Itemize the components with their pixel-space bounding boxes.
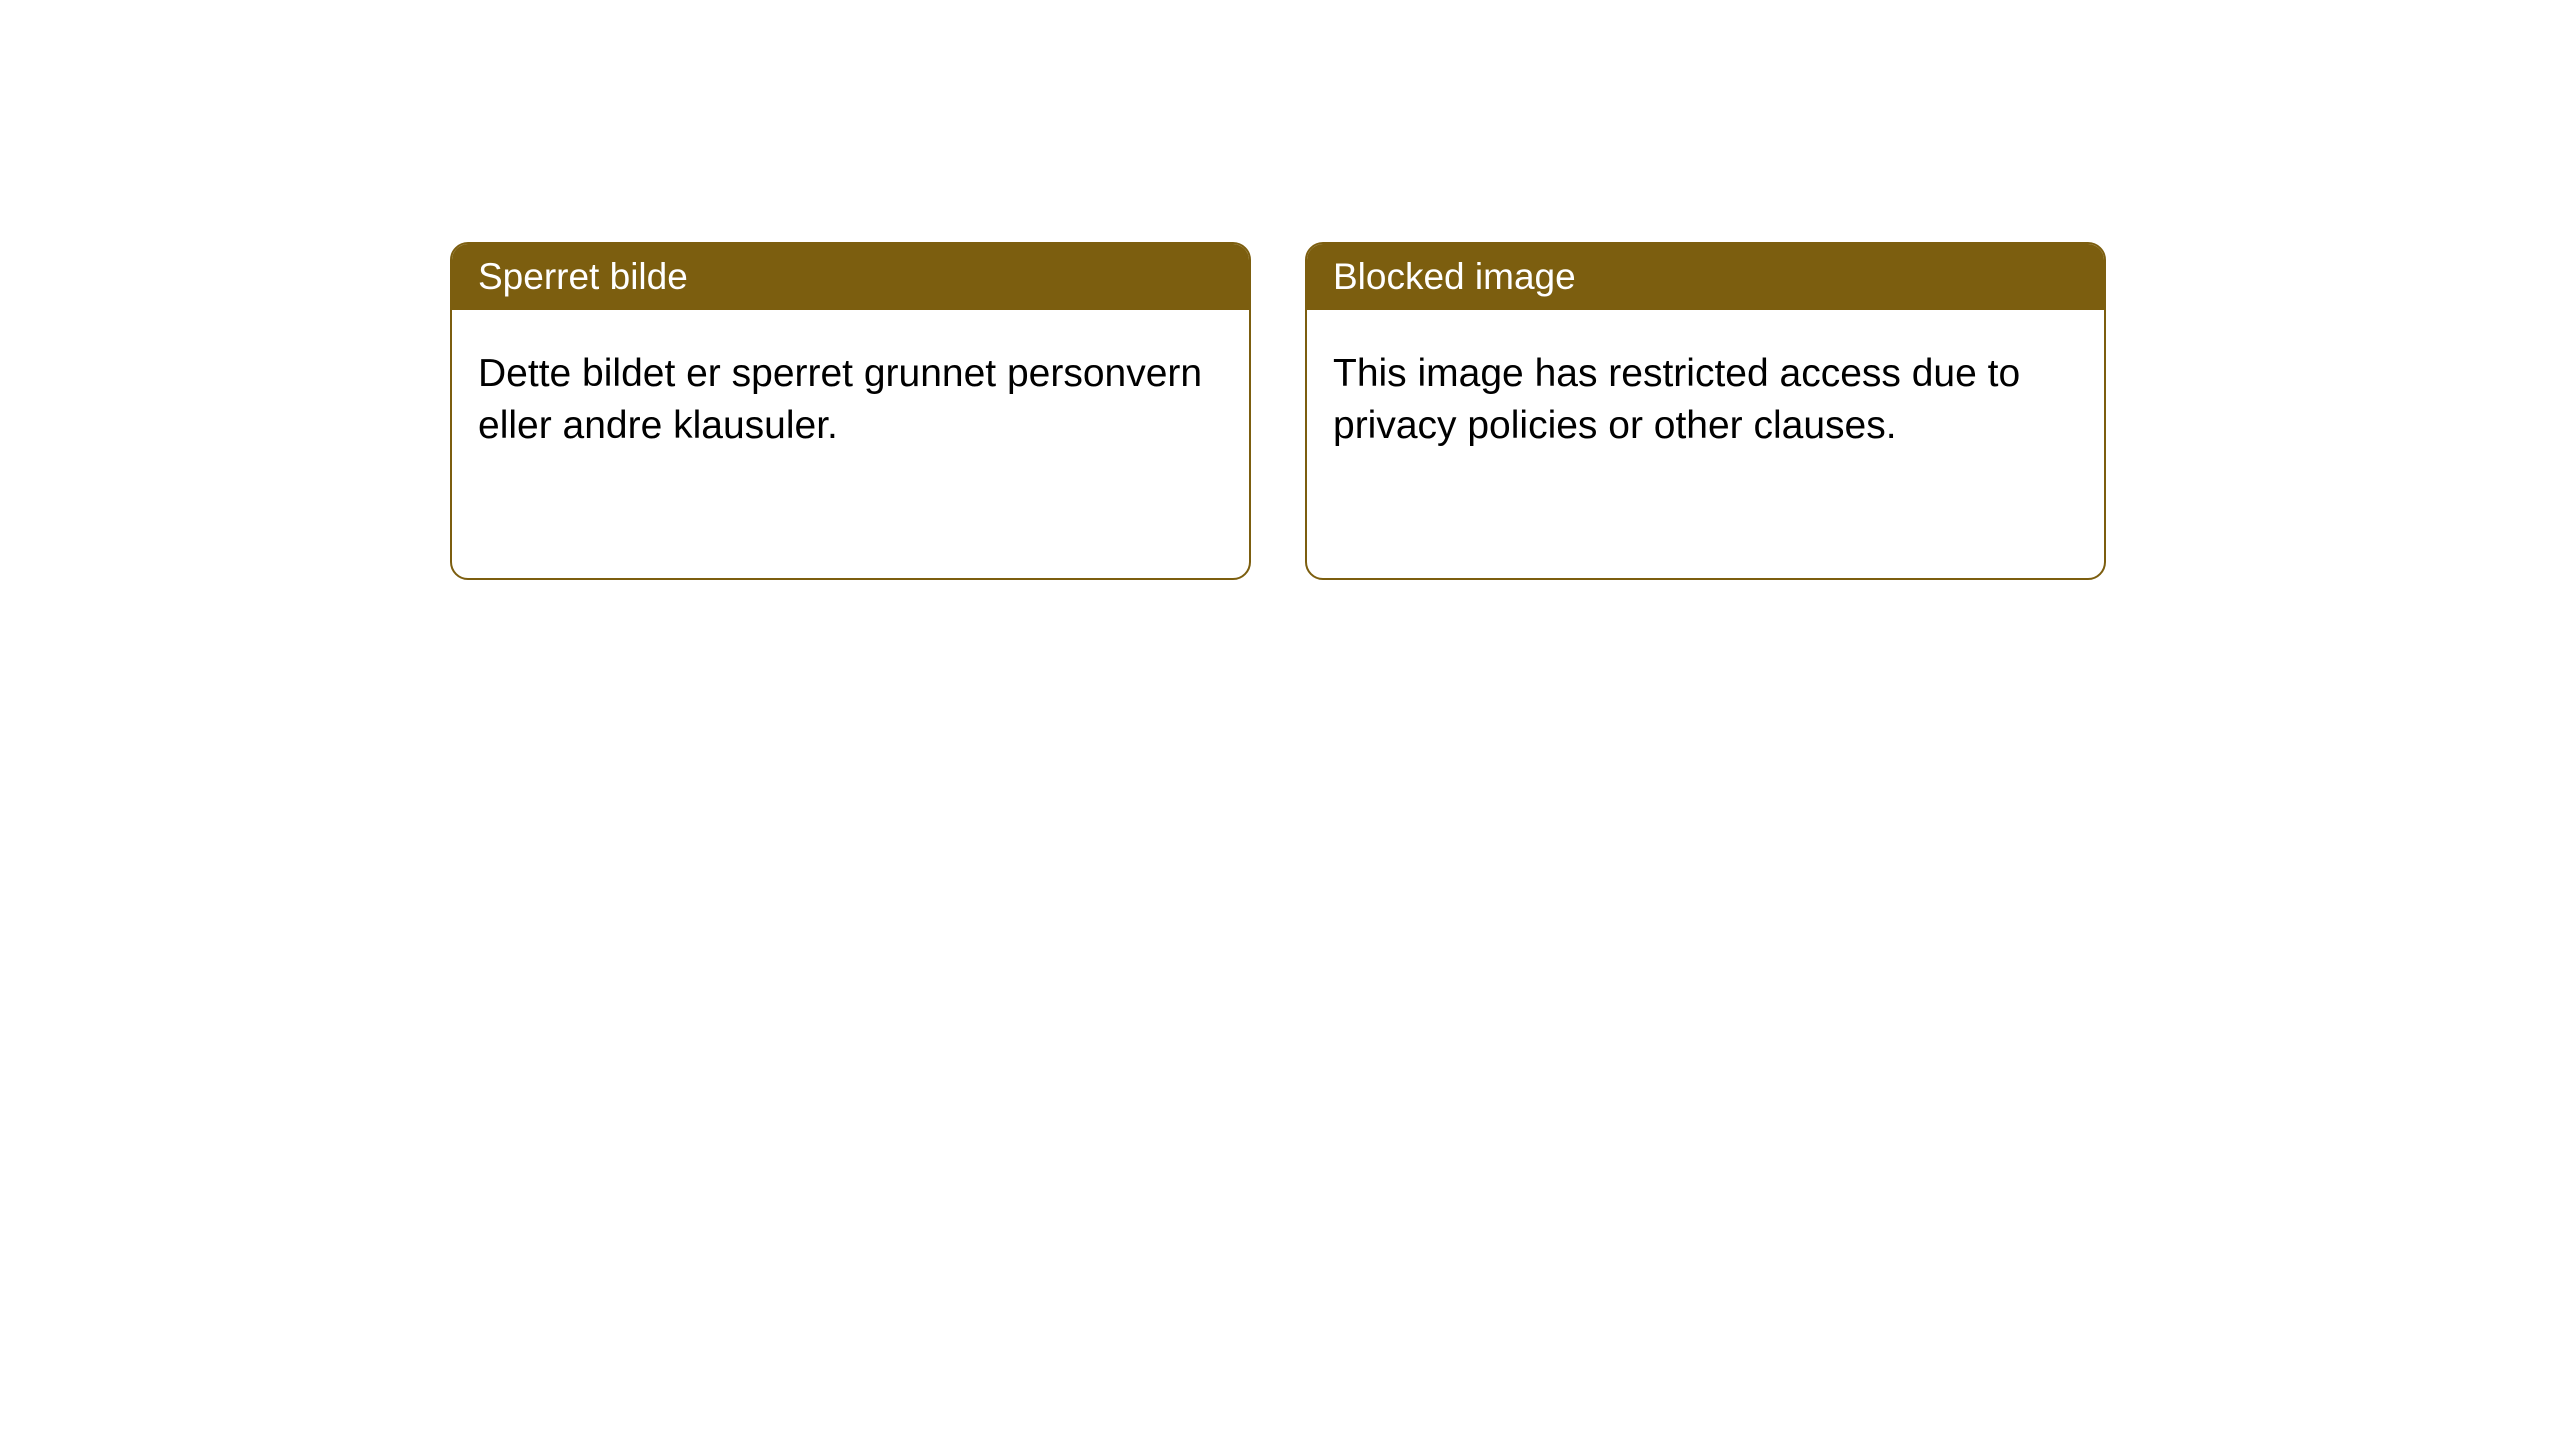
notice-card-english: Blocked image This image has restricted … <box>1305 242 2106 580</box>
notice-title: Sperret bilde <box>452 244 1249 310</box>
notice-message: This image has restricted access due to … <box>1307 310 2104 578</box>
notice-container: Sperret bilde Dette bildet er sperret gr… <box>450 242 2106 580</box>
notice-title: Blocked image <box>1307 244 2104 310</box>
notice-card-norwegian: Sperret bilde Dette bildet er sperret gr… <box>450 242 1251 580</box>
notice-message: Dette bildet er sperret grunnet personve… <box>452 310 1249 578</box>
